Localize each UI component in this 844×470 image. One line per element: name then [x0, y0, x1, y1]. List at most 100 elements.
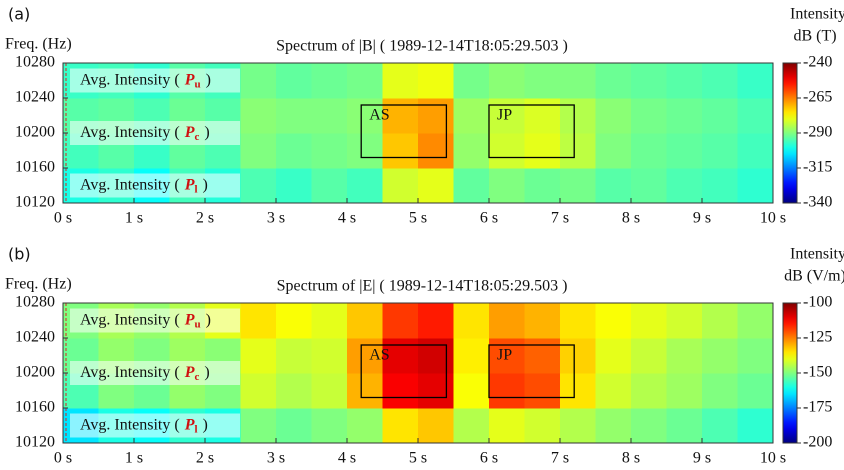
heatmap-cell [666, 63, 703, 99]
y-tick-label: 10120 [15, 194, 55, 211]
colorbar-tick-label: -265 [803, 89, 832, 106]
heatmap-cell [453, 408, 490, 444]
overlay-label: Avg. Intensity (Pl) [80, 416, 208, 435]
overlay-label-symbol: P [184, 176, 195, 193]
heatmap-cell [418, 373, 454, 409]
overlay-label-close: ) [203, 416, 208, 433]
heatmap-cell [560, 303, 596, 339]
heatmap-cell [737, 303, 774, 339]
heatmap-cell [240, 408, 277, 444]
heatmap-cell [453, 98, 490, 134]
chart-title: Spectrum of |B| ( 1989-12-14T18:05:29.50… [276, 38, 568, 55]
x-tick-label: 1 s [125, 210, 143, 227]
heatmap-cell [311, 303, 348, 339]
heatmap-cell [666, 168, 703, 204]
heatmap-cell [489, 133, 525, 169]
x-tick-label: 9 s [693, 450, 711, 467]
heatmap-cell [276, 133, 312, 169]
colorbar [782, 62, 798, 204]
heatmap-cell [311, 338, 348, 374]
heatmap-cell [666, 98, 703, 134]
overlay-label-close: ) [206, 71, 211, 88]
colorbar-tick-label: -340 [803, 194, 832, 211]
heatmap-cell [666, 408, 703, 444]
heatmap-cell [276, 408, 312, 444]
annotation-label: AS [369, 107, 389, 124]
heatmap-cell [276, 303, 312, 339]
heatmap-cell [489, 373, 525, 409]
heatmap-cell [524, 63, 561, 99]
overlay-label-bg [70, 121, 240, 145]
heatmap-cell [666, 373, 703, 409]
x-tick-label: 10 s [760, 210, 786, 227]
colorbar-tick-label: -315 [803, 159, 832, 176]
heatmap-cell [702, 133, 738, 169]
overlay-label: Avg. Intensity (Pu) [80, 71, 211, 90]
overlay-label-subscript: l [194, 423, 197, 435]
heatmap-cell [418, 133, 454, 169]
heatmap-cell [418, 98, 454, 134]
heatmap-cell [524, 338, 561, 374]
y-tick-label: 10240 [15, 329, 55, 346]
overlay-label-close: ) [204, 124, 209, 141]
heatmap-cell [382, 63, 419, 99]
overlay-label-subscript: c [194, 371, 199, 383]
heatmap-cell [347, 63, 383, 99]
heatmap-cell [276, 63, 312, 99]
heatmap-cell [418, 408, 454, 444]
y-axis-label: Freq. (Hz) [5, 36, 72, 53]
heatmap-cell [737, 168, 774, 204]
overlay-label-bg [70, 68, 240, 93]
y-tick-label: 10120 [15, 434, 55, 451]
y-tick-label: 10160 [15, 399, 55, 416]
heatmap-cell [666, 133, 703, 169]
y-tick-label: 10280 [15, 54, 55, 71]
heatmap-cell [702, 408, 738, 444]
heatmap-cell [560, 338, 596, 374]
overlay-label-text: Avg. Intensity ( [80, 71, 180, 88]
heatmap-cell [453, 63, 490, 99]
heatmap-cell [595, 303, 632, 339]
panel-label: (b) [8, 245, 31, 264]
heatmap-cell [737, 98, 774, 134]
heatmap-cell [524, 303, 561, 339]
x-tick-label: 6 s [480, 210, 498, 227]
heatmap-cell [737, 63, 774, 99]
colorbar-unit: dB (V/m) [784, 268, 844, 285]
overlay-label-symbol: P [184, 311, 195, 328]
heatmap-cell [631, 303, 667, 339]
x-tick-label: 2 s [196, 450, 214, 467]
overlay-label-text: Avg. Intensity ( [80, 124, 180, 141]
heatmap-cell [666, 338, 703, 374]
overlay-label-text: Avg. Intensity ( [80, 176, 180, 193]
heatmap-cell [276, 98, 312, 134]
overlay-label-subscript: u [194, 318, 200, 330]
heatmap-cell [737, 338, 774, 374]
heatmap-cell [347, 98, 383, 134]
heatmap-cell [347, 303, 383, 339]
y-tick-label: 10160 [15, 159, 55, 176]
heatmap-cell [240, 373, 277, 409]
heatmap-cell [595, 98, 632, 134]
heatmap-cell [240, 133, 277, 169]
heatmap-cell [702, 303, 738, 339]
x-tick-label: 5 s [409, 210, 427, 227]
x-tick-label: 3 s [267, 210, 285, 227]
heatmap-cell [347, 338, 383, 374]
colorbar-tick-label: -100 [803, 294, 832, 311]
heatmap-cell [595, 168, 632, 204]
heatmap-cell [737, 373, 774, 409]
heatmap-cell [560, 98, 596, 134]
heatmap-cell [489, 98, 525, 134]
heatmap-cell [382, 338, 419, 374]
heatmap-cell [702, 373, 738, 409]
heatmap-cell [382, 408, 419, 444]
heatmap-cell [560, 373, 596, 409]
heatmap-cell [276, 168, 312, 204]
y-tick-label: 10200 [15, 364, 55, 381]
heatmap-cell [311, 373, 348, 409]
annotation-label: AS [369, 347, 389, 364]
heatmap-cell [453, 133, 490, 169]
heatmap-cell [240, 303, 277, 339]
heatmap-cell [489, 338, 525, 374]
